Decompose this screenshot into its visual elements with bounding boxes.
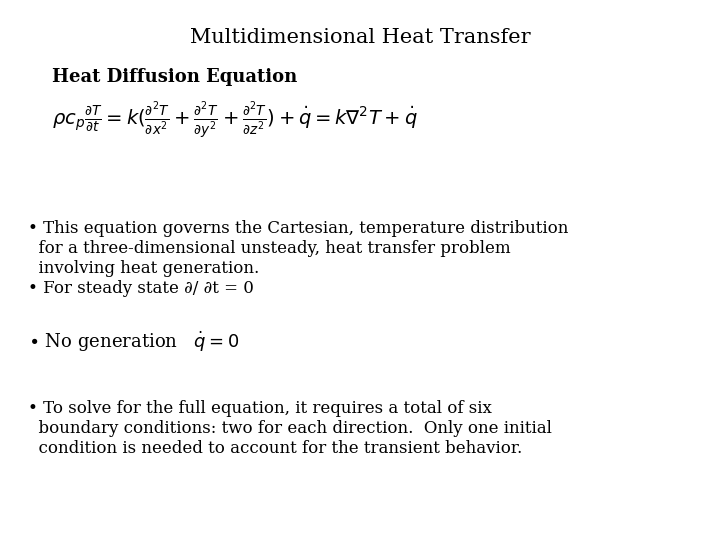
Text: $\rho c_p \frac{\partial T}{\partial t} = k(\frac{\partial^2 T}{\partial x^2} + : $\rho c_p \frac{\partial T}{\partial t} … — [52, 100, 418, 141]
Text: boundary conditions: two for each direction.  Only one initial: boundary conditions: two for each direct… — [28, 420, 552, 437]
Text: Heat Diffusion Equation: Heat Diffusion Equation — [52, 68, 297, 86]
Text: • This equation governs the Cartesian, temperature distribution: • This equation governs the Cartesian, t… — [28, 220, 568, 237]
Text: • For steady state ∂/ ∂t = 0: • For steady state ∂/ ∂t = 0 — [28, 280, 254, 297]
Text: • To solve for the full equation, it requires a total of six: • To solve for the full equation, it req… — [28, 400, 492, 417]
Text: $\bullet$ No generation   $\dot{q} = 0$: $\bullet$ No generation $\dot{q} = 0$ — [28, 330, 239, 354]
Text: involving heat generation.: involving heat generation. — [28, 260, 259, 277]
Text: for a three-dimensional unsteady, heat transfer problem: for a three-dimensional unsteady, heat t… — [28, 240, 510, 257]
Text: Multidimensional Heat Transfer: Multidimensional Heat Transfer — [189, 28, 531, 47]
Text: condition is needed to account for the transient behavior.: condition is needed to account for the t… — [28, 440, 522, 457]
